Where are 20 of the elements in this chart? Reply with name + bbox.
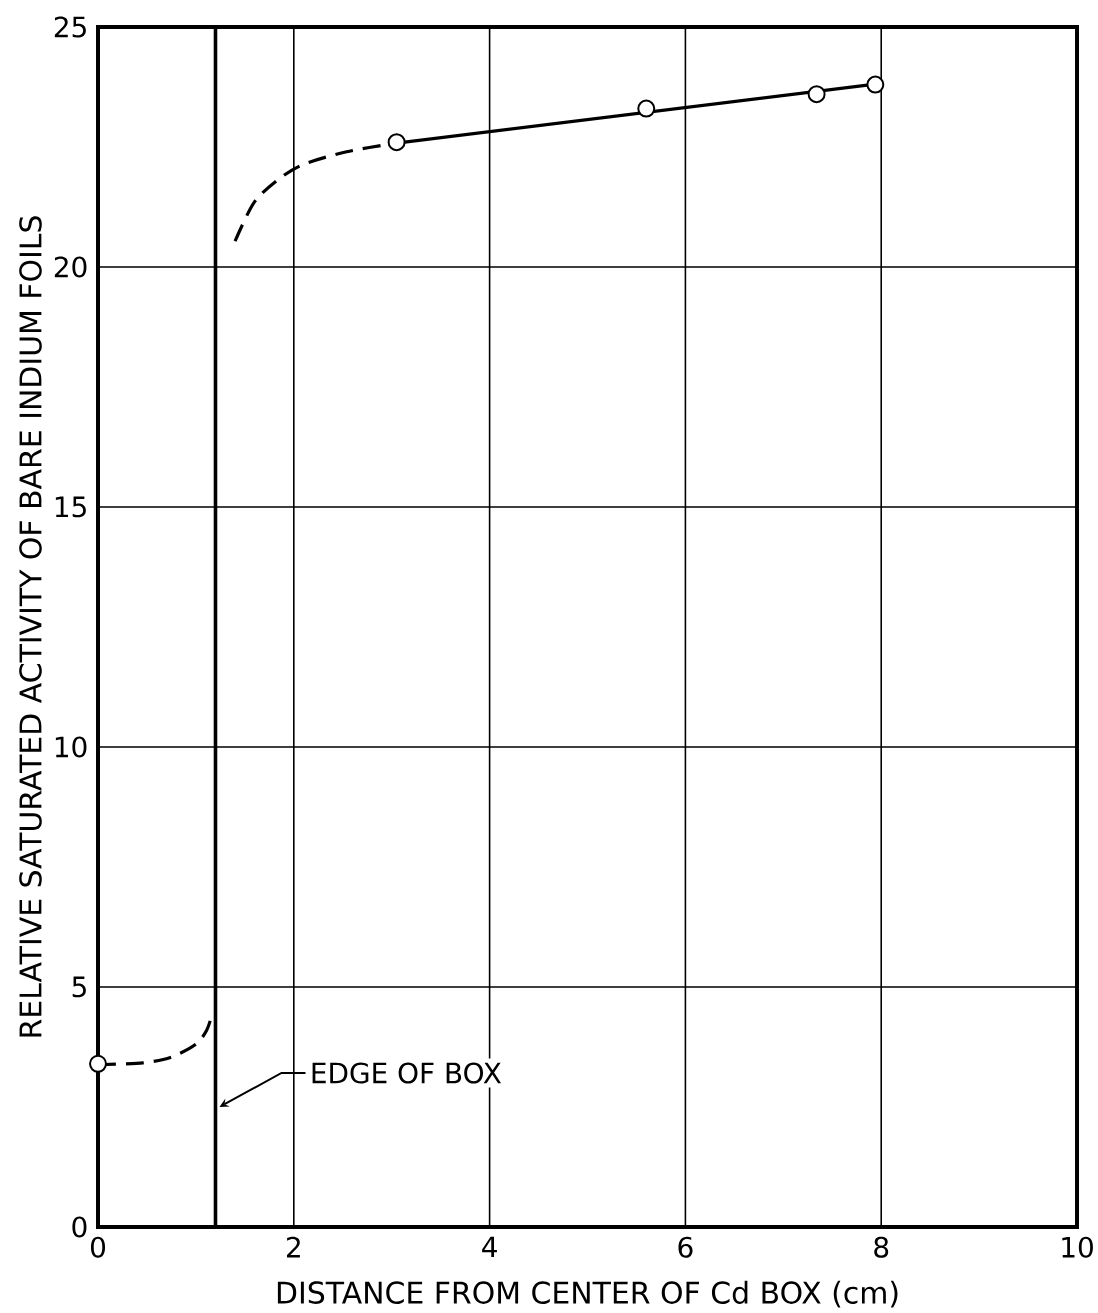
y-tick-label: 0 — [72, 1216, 87, 1238]
y-tick-label: 20 — [54, 256, 87, 278]
x-tick-label: 6 — [678, 1236, 693, 1258]
x-tick-label: 8 — [874, 1236, 889, 1258]
y-tick-label: 25 — [54, 16, 86, 38]
point — [387, 133, 406, 152]
y-tick-label: 5 — [72, 976, 86, 998]
x-axis-title: DISTANCE FROM CENTER OF Cd BOX (cm) — [277, 1280, 898, 1308]
y-tick-label: 15 — [55, 496, 86, 518]
point — [637, 99, 656, 118]
x-tick-label: 10 — [1062, 1236, 1093, 1258]
point — [89, 1054, 107, 1073]
y-axis-title: RELATIVE SATURATED ACTIVITY OF BARE INDIUM FOILS — [19, 216, 42, 1037]
x-tick-label: 2 — [286, 1236, 300, 1258]
x-tick-label: 0 — [90, 1236, 106, 1258]
x-tick-label: 4 — [482, 1236, 497, 1258]
point — [807, 85, 826, 104]
point — [866, 75, 885, 94]
y-tick-label: 10 — [55, 736, 87, 758]
ref-line-label: EDGE OF BOX — [312, 1062, 502, 1084]
